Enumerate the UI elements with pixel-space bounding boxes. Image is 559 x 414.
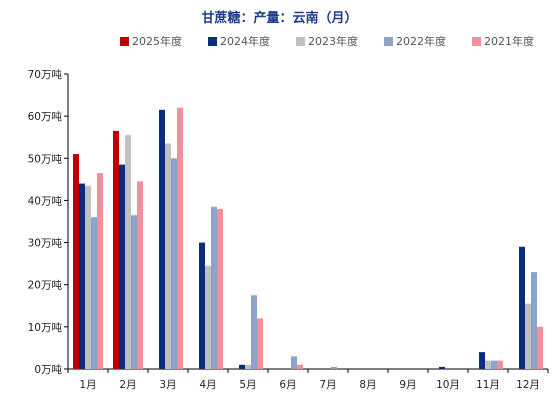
bar-4-1 (137, 181, 143, 369)
x-tick-label-10: 11月 (476, 379, 500, 391)
x-tick-label-7: 8月 (359, 379, 376, 391)
bar-2-0 (85, 185, 91, 369)
bar-3-10 (491, 360, 497, 369)
x-tick-label-2: 3月 (159, 379, 176, 391)
legend-label-4: 2021年度 (484, 34, 534, 48)
bar-2-4 (245, 364, 251, 369)
bar-1-3 (199, 242, 205, 369)
x-tick-label-6: 7月 (319, 379, 336, 391)
legend-label-1: 2024年度 (220, 34, 270, 48)
bar-4-5 (297, 364, 303, 369)
y-tick-label-4: 40万吨 (28, 194, 63, 207)
x-tick-label-11: 12月 (516, 379, 540, 391)
bar-2-11 (525, 303, 531, 369)
bar-4-10 (497, 360, 503, 369)
x-tick-label-8: 9月 (399, 379, 416, 391)
bar-1-11 (519, 246, 525, 369)
y-tick-label-1: 10万吨 (28, 321, 63, 334)
bar-1-0 (79, 183, 85, 369)
x-axis: 1月 2月 3月 4月 5月 6月 7月 8月 9月 10月 11月 12月 (67, 368, 549, 391)
bar-1-2 (159, 109, 165, 370)
y-tick-label-2: 20万吨 (28, 279, 63, 292)
bar-3-3 (211, 206, 217, 369)
bar-3-1 (131, 215, 137, 369)
y-tick-label-0: 0万吨 (34, 363, 62, 376)
bar-2-2 (165, 143, 171, 369)
legend-label-2: 2023年度 (308, 34, 358, 48)
y-axis: 0万吨 10万吨 20万吨 30万吨 40万吨 50万吨 60万吨 70万吨 (28, 68, 69, 376)
bar-2-10 (485, 360, 491, 369)
bar-1-1 (119, 164, 125, 369)
bar-1-9 (439, 366, 445, 369)
bar-4-11 (537, 326, 543, 369)
legend-swatch-0 (120, 37, 129, 46)
x-tick-label-4: 5月 (239, 379, 256, 391)
chart-title: 甘蔗糖：产量：云南（月） (201, 10, 357, 26)
y-tick-label-6: 60万吨 (28, 110, 63, 123)
bar-2-1 (125, 135, 131, 369)
bar-4-0 (97, 173, 103, 369)
legend-label-3: 2022年度 (396, 34, 446, 48)
bar-4-4 (257, 318, 263, 369)
bar-3-6 (331, 366, 337, 369)
bar-0-1 (113, 130, 119, 369)
bar-4-2 (177, 107, 183, 369)
legend-swatch-3 (384, 37, 393, 46)
legend-swatch-4 (472, 37, 481, 46)
x-tick-label-9: 10月 (436, 379, 460, 391)
y-tick-label-7: 70万吨 (28, 68, 63, 81)
legend-swatch-1 (208, 37, 217, 46)
bar-1-10 (479, 352, 485, 369)
bar-1-4 (239, 364, 245, 369)
bar-3-2 (171, 158, 177, 369)
bar-3-5 (291, 356, 297, 369)
y-tick-label-3: 30万吨 (28, 237, 63, 250)
x-tick-label-1: 2月 (119, 379, 136, 391)
bar-4-3 (217, 208, 223, 369)
bar-3-11 (531, 272, 537, 369)
legend-swatch-2 (296, 37, 305, 46)
x-tick-label-3: 4月 (199, 379, 216, 391)
legend-label-0: 2025年度 (132, 34, 182, 48)
y-tick-label-5: 50万吨 (28, 152, 63, 165)
bar-0-0 (73, 154, 79, 369)
legend: 2025年度 2024年度 2023年度 2022年度 2021年度 (120, 34, 534, 48)
x-tick-label-0: 1月 (79, 379, 96, 391)
x-tick-label-5: 6月 (279, 379, 296, 391)
bars (73, 107, 543, 370)
bar-3-4 (251, 295, 257, 369)
bar-3-0 (91, 217, 97, 369)
bar-2-3 (205, 265, 211, 369)
